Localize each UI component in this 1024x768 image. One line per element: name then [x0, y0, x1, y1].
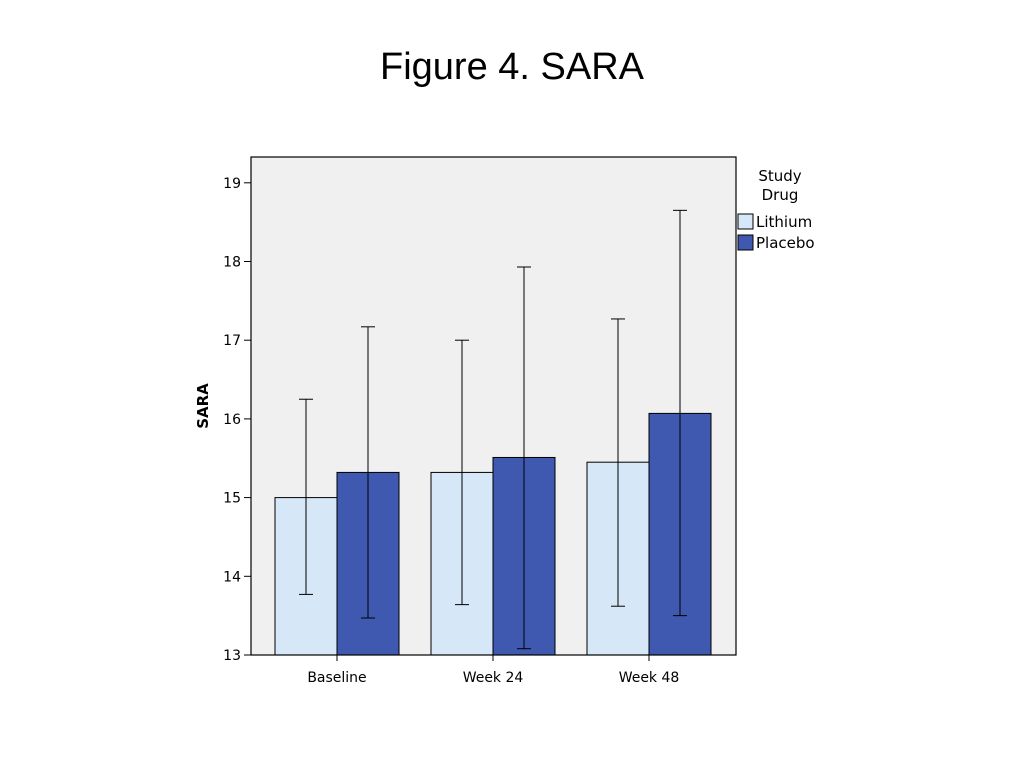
legend-swatch-lithium	[737, 213, 754, 230]
error-bar-placebo-week-24	[517, 266, 531, 650]
y-tick-label: 16	[223, 412, 241, 428]
slide-title: Figure 4. SARA	[380, 46, 644, 88]
legend-label-placebo: Placebo	[756, 234, 815, 252]
x-tick-label: Week 24	[463, 670, 524, 686]
legend-title-line: Study	[758, 167, 801, 185]
legend-title-line: Drug	[762, 186, 799, 204]
x-tick-label: Week 48	[619, 670, 680, 686]
y-tick-label: 18	[223, 255, 241, 271]
y-axis-title: SARA	[194, 383, 212, 429]
y-tick-label: 17	[223, 333, 241, 349]
error-bar-lithium-baseline	[299, 398, 313, 595]
error-bar-lithium-week-48	[611, 318, 625, 607]
x-axis: Baseline Week 24 Week 48	[307, 655, 679, 686]
error-bars-layer	[299, 209, 687, 650]
y-tick-label: 19	[223, 176, 241, 192]
legend-label-lithium: Lithium	[756, 213, 812, 231]
error-bar-placebo-week-48	[673, 209, 687, 617]
error-bar-placebo-baseline	[361, 326, 375, 619]
x-tick-label: Baseline	[307, 670, 366, 686]
y-tick-label: 15	[223, 491, 241, 507]
y-tick-label: 13	[223, 648, 241, 664]
legend-swatch-placebo	[737, 234, 754, 251]
y-axis: 13 14 15 16 17 18 19	[223, 176, 251, 664]
y-tick-label: 14	[223, 569, 241, 585]
error-bar-lithium-week-24	[455, 339, 469, 606]
